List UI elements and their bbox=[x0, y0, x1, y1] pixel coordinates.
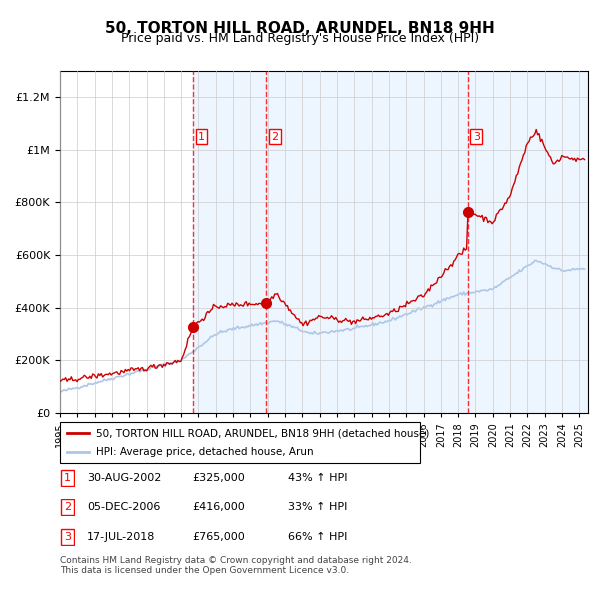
Bar bbox=[266, 71, 467, 413]
Bar bbox=[467, 71, 588, 413]
Text: 2: 2 bbox=[64, 503, 71, 512]
Text: HPI: Average price, detached house, Arun: HPI: Average price, detached house, Arun bbox=[96, 447, 314, 457]
Text: 33% ↑ HPI: 33% ↑ HPI bbox=[288, 503, 347, 512]
Text: 3: 3 bbox=[473, 132, 480, 142]
Text: £416,000: £416,000 bbox=[192, 503, 245, 512]
FancyBboxPatch shape bbox=[61, 529, 74, 545]
Text: 1: 1 bbox=[198, 132, 205, 142]
FancyBboxPatch shape bbox=[60, 422, 420, 463]
Text: 17-JUL-2018: 17-JUL-2018 bbox=[87, 532, 155, 542]
Text: 05-DEC-2006: 05-DEC-2006 bbox=[87, 503, 160, 512]
Text: 66% ↑ HPI: 66% ↑ HPI bbox=[288, 532, 347, 542]
Bar bbox=[193, 71, 266, 413]
Text: 43% ↑ HPI: 43% ↑ HPI bbox=[288, 473, 347, 483]
Text: 50, TORTON HILL ROAD, ARUNDEL, BN18 9HH: 50, TORTON HILL ROAD, ARUNDEL, BN18 9HH bbox=[105, 21, 495, 35]
Text: £325,000: £325,000 bbox=[192, 473, 245, 483]
FancyBboxPatch shape bbox=[61, 470, 74, 486]
FancyBboxPatch shape bbox=[61, 499, 74, 516]
Text: £765,000: £765,000 bbox=[192, 532, 245, 542]
Text: 1: 1 bbox=[64, 473, 71, 483]
Text: Price paid vs. HM Land Registry's House Price Index (HPI): Price paid vs. HM Land Registry's House … bbox=[121, 32, 479, 45]
Text: Contains HM Land Registry data © Crown copyright and database right 2024.
This d: Contains HM Land Registry data © Crown c… bbox=[60, 556, 412, 575]
Text: 2: 2 bbox=[272, 132, 278, 142]
Text: 30-AUG-2002: 30-AUG-2002 bbox=[87, 473, 161, 483]
Text: 3: 3 bbox=[64, 532, 71, 542]
Text: 50, TORTON HILL ROAD, ARUNDEL, BN18 9HH (detached house): 50, TORTON HILL ROAD, ARUNDEL, BN18 9HH … bbox=[96, 428, 430, 438]
